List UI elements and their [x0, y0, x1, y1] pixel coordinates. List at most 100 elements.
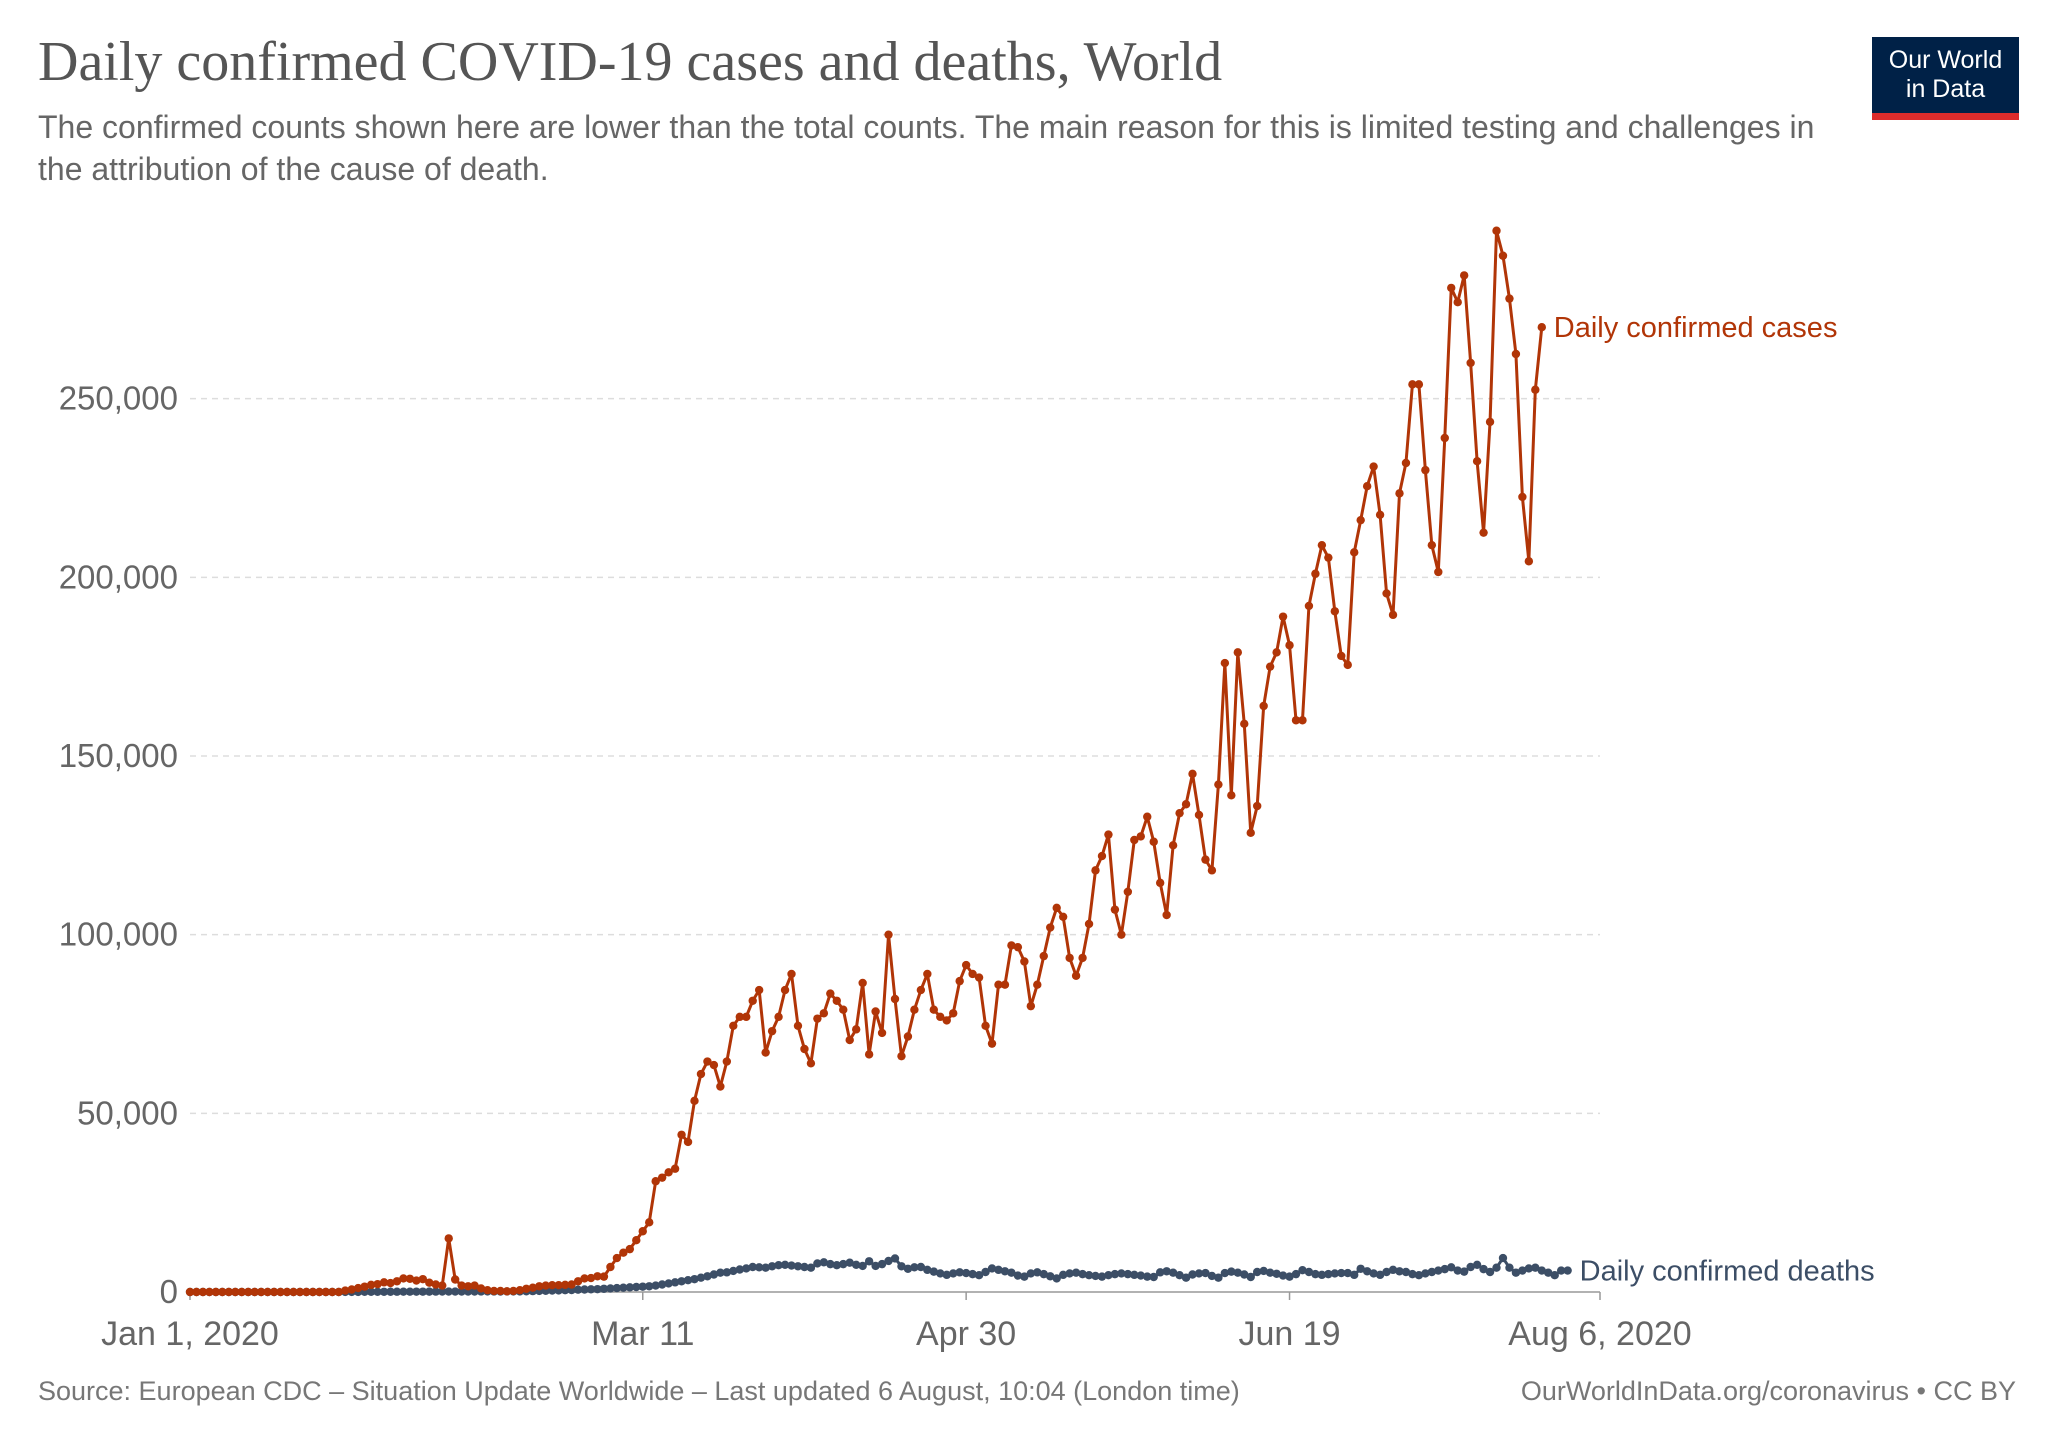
- data-point[interactable]: [987, 1264, 997, 1273]
- data-point[interactable]: [819, 1009, 829, 1018]
- data-point[interactable]: [1071, 971, 1081, 980]
- data-point[interactable]: [981, 1021, 990, 1030]
- data-point[interactable]: [599, 1284, 609, 1293]
- data-point[interactable]: [793, 1021, 803, 1030]
- data-point[interactable]: [942, 1016, 951, 1025]
- data-point[interactable]: [1311, 1269, 1320, 1279]
- data-point[interactable]: [1466, 358, 1475, 368]
- data-point[interactable]: [1117, 930, 1126, 939]
- data-point[interactable]: [1466, 1262, 1475, 1272]
- data-point[interactable]: [586, 1273, 596, 1283]
- data-point[interactable]: [1524, 557, 1534, 566]
- data-point[interactable]: [787, 1261, 796, 1270]
- data-point[interactable]: [819, 1258, 829, 1267]
- data-point[interactable]: [373, 1287, 382, 1296]
- data-point[interactable]: [1149, 1272, 1158, 1282]
- data-point[interactable]: [651, 1177, 660, 1186]
- data-point[interactable]: [1479, 528, 1488, 537]
- data-point[interactable]: [489, 1286, 499, 1296]
- data-point[interactable]: [399, 1287, 408, 1296]
- data-point[interactable]: [612, 1283, 622, 1293]
- data-point[interactable]: [657, 1173, 667, 1182]
- data-point[interactable]: [1201, 855, 1210, 864]
- data-point[interactable]: [1007, 1268, 1016, 1277]
- data-point[interactable]: [1272, 1269, 1281, 1278]
- data-point[interactable]: [1046, 1272, 1055, 1281]
- data-point[interactable]: [1162, 1267, 1171, 1276]
- data-point[interactable]: [515, 1286, 525, 1295]
- data-point[interactable]: [1278, 1271, 1288, 1280]
- data-point[interactable]: [341, 1286, 350, 1295]
- data-point[interactable]: [645, 1282, 654, 1291]
- data-point[interactable]: [1369, 462, 1378, 471]
- data-point[interactable]: [1421, 1269, 1430, 1278]
- data-point[interactable]: [929, 1005, 939, 1014]
- data-point[interactable]: [1123, 887, 1133, 896]
- data-point[interactable]: [664, 1279, 673, 1288]
- data-point[interactable]: [1000, 1267, 1010, 1276]
- data-point[interactable]: [1065, 953, 1074, 963]
- data-point[interactable]: [800, 1044, 809, 1054]
- data-point[interactable]: [1311, 569, 1320, 578]
- data-point[interactable]: [1511, 349, 1521, 359]
- data-point[interactable]: [1039, 951, 1048, 961]
- data-point[interactable]: [703, 1272, 712, 1281]
- data-point[interactable]: [748, 1262, 757, 1272]
- data-point[interactable]: [1291, 716, 1301, 725]
- data-point[interactable]: [256, 1287, 266, 1297]
- data-point[interactable]: [1136, 832, 1145, 841]
- data-point[interactable]: [366, 1287, 376, 1297]
- data-point[interactable]: [496, 1286, 505, 1296]
- data-point[interactable]: [282, 1287, 292, 1297]
- data-point[interactable]: [722, 1057, 732, 1066]
- data-point[interactable]: [864, 1050, 874, 1059]
- data-point[interactable]: [897, 1051, 906, 1061]
- data-point[interactable]: [321, 1287, 331, 1297]
- data-point[interactable]: [1220, 1268, 1230, 1278]
- data-point[interactable]: [994, 980, 1003, 989]
- data-point[interactable]: [405, 1287, 415, 1296]
- data-point[interactable]: [1388, 1265, 1398, 1275]
- data-point[interactable]: [1181, 800, 1191, 809]
- data-point[interactable]: [1563, 1266, 1572, 1275]
- data-point[interactable]: [1537, 1266, 1546, 1275]
- data-point[interactable]: [1084, 1271, 1094, 1280]
- data-point[interactable]: [632, 1282, 641, 1292]
- data-point[interactable]: [373, 1279, 382, 1289]
- data-point[interactable]: [379, 1287, 389, 1296]
- data-point[interactable]: [1498, 1253, 1508, 1263]
- data-point[interactable]: [1097, 1272, 1107, 1281]
- data-point[interactable]: [884, 930, 893, 939]
- data-point[interactable]: [1492, 1263, 1501, 1272]
- data-point[interactable]: [1091, 1271, 1100, 1281]
- data-point[interactable]: [955, 1268, 964, 1277]
- data-point[interactable]: [742, 1012, 751, 1022]
- data-point[interactable]: [1207, 866, 1217, 875]
- data-point[interactable]: [890, 1254, 900, 1263]
- data-point[interactable]: [593, 1272, 602, 1281]
- data-point[interactable]: [379, 1278, 389, 1287]
- data-point[interactable]: [1155, 878, 1165, 888]
- data-point[interactable]: [793, 1262, 803, 1271]
- data-point[interactable]: [961, 1268, 971, 1278]
- data-point[interactable]: [586, 1285, 596, 1294]
- data-point[interactable]: [1434, 567, 1443, 577]
- data-point[interactable]: [554, 1281, 563, 1290]
- data-point[interactable]: [1317, 540, 1327, 550]
- data-point[interactable]: [1227, 791, 1236, 800]
- data-point[interactable]: [1434, 1266, 1443, 1275]
- data-point[interactable]: [1511, 1268, 1521, 1277]
- data-point[interactable]: [1052, 1274, 1061, 1283]
- data-point[interactable]: [1369, 1269, 1378, 1278]
- data-point[interactable]: [806, 1263, 816, 1272]
- data-point[interactable]: [1485, 417, 1495, 427]
- data-point[interactable]: [1453, 297, 1462, 307]
- data-point[interactable]: [923, 969, 932, 979]
- data-point[interactable]: [192, 1287, 201, 1297]
- data-point[interactable]: [1000, 980, 1010, 989]
- data-point[interactable]: [1408, 1269, 1417, 1279]
- data-point[interactable]: [1362, 482, 1372, 491]
- data-point[interactable]: [1013, 942, 1023, 952]
- data-point[interactable]: [580, 1274, 589, 1283]
- data-point[interactable]: [1013, 1271, 1023, 1280]
